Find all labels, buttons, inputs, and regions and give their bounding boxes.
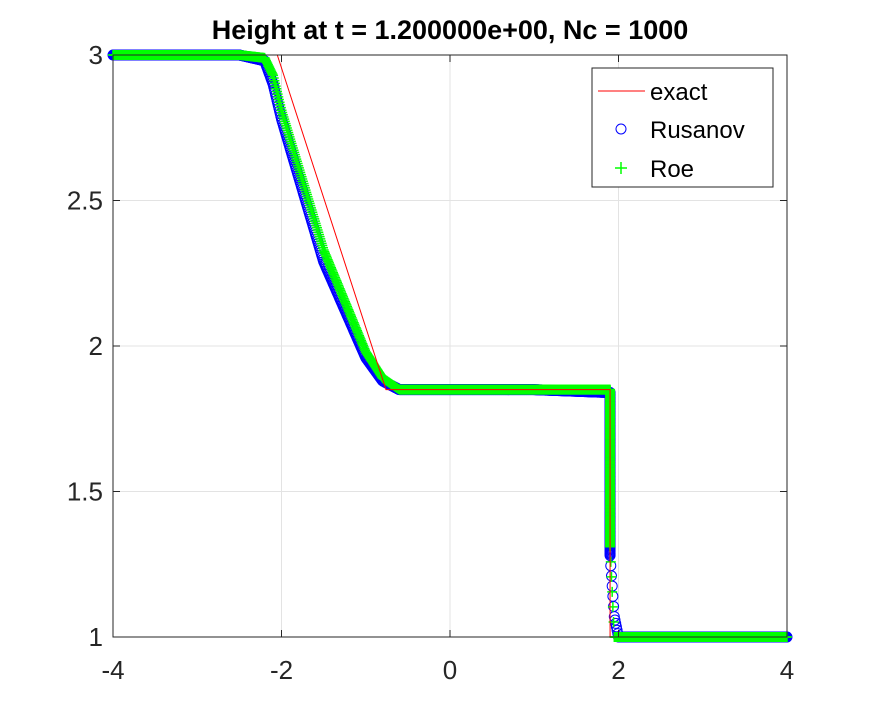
y-tick-label: 1.5 <box>67 477 103 507</box>
x-tick-label: 2 <box>611 655 625 685</box>
y-tick-label: 3 <box>89 40 103 70</box>
y-axis: 1 1.5 2 2.5 3 <box>67 40 787 652</box>
x-tick-label: 4 <box>780 655 794 685</box>
roe-point <box>607 586 618 597</box>
legend-swatch-rusanov <box>615 123 627 135</box>
x-axis: -4 -2 0 2 4 <box>101 55 794 685</box>
y-tick-label: 2 <box>89 331 103 361</box>
legend-label-roe: Roe <box>650 156 694 183</box>
x-tick-label: -4 <box>101 655 124 685</box>
legend-label-exact: exact <box>650 79 708 106</box>
y-tick-label: 1 <box>89 622 103 652</box>
x-tick-label: 0 <box>443 655 457 685</box>
roe-point <box>607 601 618 612</box>
roe-point <box>606 571 617 582</box>
y-tick-label: 2.5 <box>67 186 103 216</box>
chart-title: Height at t = 1.200000e+00, Nc = 1000 <box>212 15 689 45</box>
legend: exact Rusanov Roe <box>591 67 774 188</box>
x-tick-label: -2 <box>270 655 293 685</box>
legend-label-rusanov: Rusanov <box>650 117 745 144</box>
legend-box <box>591 67 774 188</box>
legend-swatch-roe <box>615 162 627 174</box>
roe-point <box>605 556 616 567</box>
